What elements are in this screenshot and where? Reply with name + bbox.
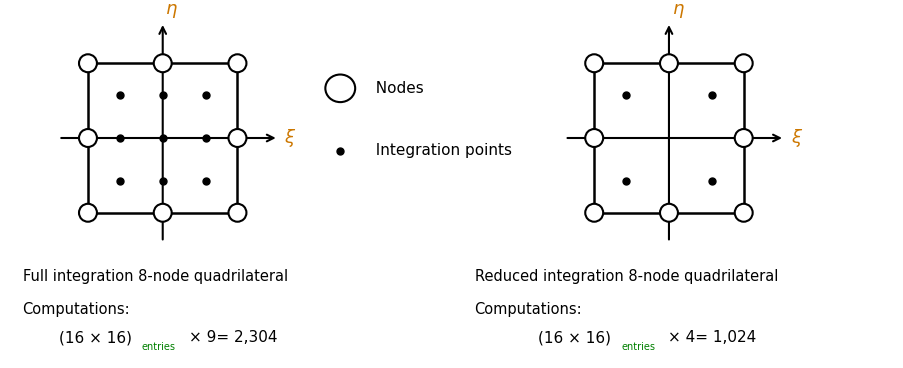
Text: (16 × 16): (16 × 16) — [537, 330, 610, 345]
Circle shape — [154, 54, 172, 72]
Text: entries: entries — [620, 342, 655, 351]
Circle shape — [734, 204, 752, 222]
Text: Nodes: Nodes — [366, 81, 424, 96]
Text: × 9= 2,304: × 9= 2,304 — [189, 330, 277, 345]
Circle shape — [584, 129, 602, 147]
Circle shape — [734, 129, 752, 147]
Text: Computations:: Computations: — [23, 302, 130, 317]
Text: η: η — [672, 0, 684, 18]
Circle shape — [79, 54, 97, 72]
Circle shape — [584, 54, 602, 72]
Text: Integration points: Integration points — [366, 144, 512, 158]
Circle shape — [325, 75, 355, 102]
Text: η: η — [166, 0, 178, 18]
Circle shape — [584, 204, 602, 222]
Circle shape — [659, 204, 677, 222]
Text: Reduced integration 8-node quadrilateral: Reduced integration 8-node quadrilateral — [474, 269, 777, 284]
Text: (16 × 16): (16 × 16) — [59, 330, 132, 345]
Circle shape — [228, 54, 247, 72]
Text: ξ: ξ — [790, 129, 800, 147]
Text: entries: entries — [142, 342, 176, 351]
Circle shape — [734, 54, 752, 72]
Text: Computations:: Computations: — [474, 302, 582, 317]
Circle shape — [659, 54, 677, 72]
Circle shape — [228, 204, 247, 222]
Circle shape — [79, 129, 97, 147]
Text: × 4= 1,024: × 4= 1,024 — [667, 330, 756, 345]
Circle shape — [228, 129, 247, 147]
Text: ξ: ξ — [284, 129, 294, 147]
Circle shape — [79, 204, 97, 222]
Circle shape — [154, 204, 172, 222]
Text: Full integration 8-node quadrilateral: Full integration 8-node quadrilateral — [23, 269, 287, 284]
